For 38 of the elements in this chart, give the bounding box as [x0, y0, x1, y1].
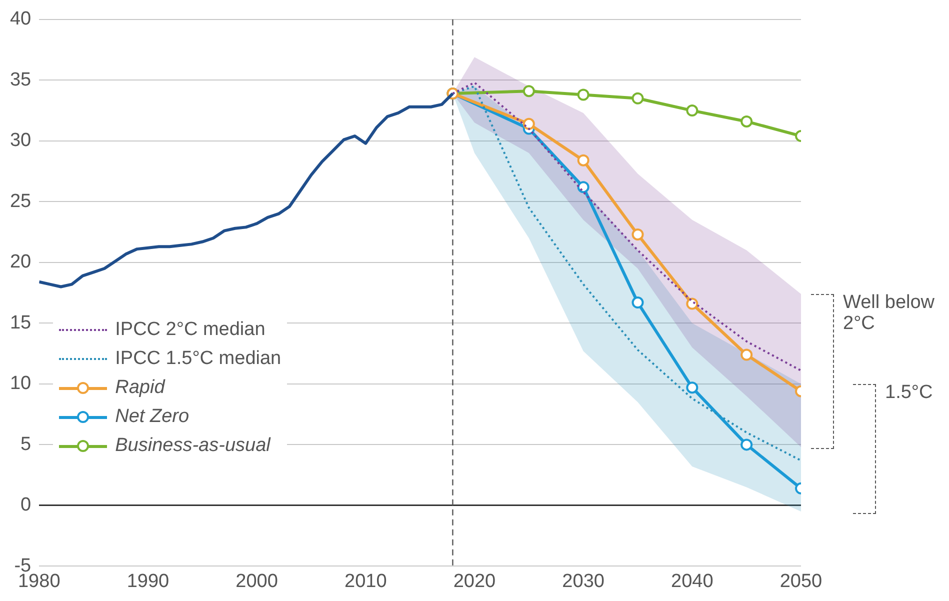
legend-label: Rapid — [115, 376, 165, 399]
point — [522, 118, 535, 130]
y-tick-label: 35 — [10, 69, 32, 90]
y-tick-label: 20 — [10, 252, 32, 273]
point — [577, 88, 590, 101]
text: Well below 2°C — [843, 292, 936, 334]
x-tick-label: 2030 — [562, 570, 604, 592]
legend-label: IPCC 1.5°C median — [115, 348, 282, 370]
point — [686, 298, 698, 310]
y-tick-label: 25 — [10, 190, 32, 212]
point — [632, 228, 644, 240]
text: 1.5°C — [885, 382, 934, 403]
x-tick-label: 2010 — [344, 570, 387, 592]
x-tick-label: 2020 — [453, 570, 496, 592]
legend-label: IPCC 2°C median — [115, 318, 266, 341]
x-tick-label: 2050 — [780, 570, 822, 592]
x-tick-label: 1990 — [126, 570, 170, 592]
x-tick-label: 2000 — [236, 570, 278, 592]
point — [740, 438, 753, 451]
x-tick-label: 2040 — [671, 570, 714, 592]
y-tick-label: 10 — [10, 373, 32, 394]
point — [632, 296, 644, 309]
y-tick-label: 40 — [10, 8, 32, 30]
point — [740, 348, 753, 361]
y-tick-label: 30 — [10, 130, 32, 152]
point — [522, 85, 535, 98]
y-tick-label: 0 — [20, 494, 32, 516]
y-tick-label: 5 — [20, 434, 32, 455]
point — [686, 382, 698, 394]
point — [577, 154, 590, 166]
legend-label: Net Zero — [115, 406, 190, 428]
legend-label: Business-as-usual — [115, 434, 270, 457]
point — [740, 115, 753, 128]
point — [686, 104, 698, 117]
point — [632, 92, 644, 104]
y-tick-label: 15 — [10, 312, 32, 334]
x-tick-label: 1980 — [18, 570, 60, 592]
point — [577, 181, 590, 194]
